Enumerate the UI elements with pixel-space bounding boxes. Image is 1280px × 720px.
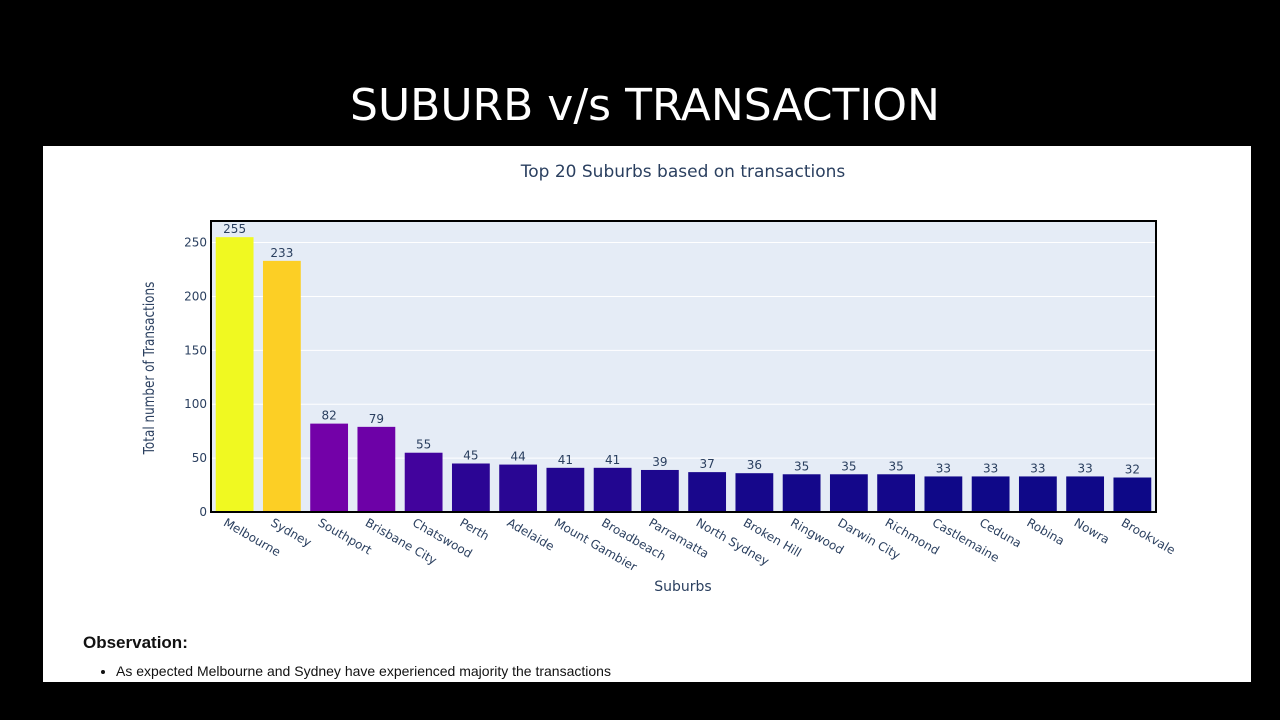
x-tick-label: Robina [1024,515,1067,548]
bar-value-label: 255 [223,222,246,236]
bar-value-label: 41 [558,453,573,467]
bar-value-label: 32 [1125,463,1140,477]
bar [782,474,821,512]
observation-item: As expected Melbourne and Sydney have ex… [116,662,611,680]
bar-value-label: 36 [747,458,762,472]
bar-value-label: 82 [321,409,336,423]
bar-value-label: 33 [1077,461,1092,475]
bar-value-label: 35 [888,459,903,473]
bar-value-label: 79 [369,412,384,426]
bar [1066,476,1105,512]
y-tick-label: 200 [184,289,207,303]
y-tick-label: 150 [184,343,207,357]
x-tick-label: Perth [457,515,491,543]
y-tick-label: 250 [184,236,207,250]
bar-value-label: 44 [510,450,525,464]
bar [829,474,868,512]
bar [451,463,490,512]
observation-list: As expected Melbourne and Sydney have ex… [83,662,611,680]
bar [735,473,774,512]
bars [215,237,1152,512]
bar [877,474,916,512]
chart-title: Top 20 Suburbs based on transactions [520,162,846,182]
bar-value-label: 33 [936,461,951,475]
bar [262,260,301,512]
bar [924,476,963,512]
bar-value-label: 33 [1030,461,1045,475]
plot-area [211,221,1156,512]
chart-panel: Top 20 Suburbs based on transactions 255… [43,146,1251,682]
bar [1018,476,1057,512]
bar [688,472,727,512]
x-axis-title: Suburbs [654,579,711,595]
bar-value-label: 35 [794,459,809,473]
bar-value-label: 37 [699,457,714,471]
bar-value-label: 41 [605,453,620,467]
bar [971,476,1010,512]
y-tick-label: 50 [192,451,207,465]
bar-chart: Top 20 Suburbs based on transactions 255… [141,162,1178,595]
y-tick-labels: 0 50 100 150 200 250 [184,236,207,519]
bar [310,423,349,512]
x-tick-label: Brookvale [1119,515,1178,557]
y-tick-label: 0 [199,505,207,519]
x-tick-label: Adelaide [505,515,557,553]
bar-value-label: 55 [416,438,431,452]
bar-value-label: 45 [463,449,478,463]
bar-value-label: 33 [983,461,998,475]
bar [1113,477,1152,512]
plot-frame [210,220,1157,513]
bar-value-label: 233 [270,246,293,260]
y-tick-label: 100 [184,397,207,411]
bar [215,237,254,512]
bar [357,426,396,512]
bar-value-labels: 255 233 82 79 55 45 44 41 41 39 37 36 35 35 35 33 33 33 33… [223,222,1140,476]
bar [593,467,632,512]
x-tick-label: Nowra [1072,515,1112,546]
bar-value-label: 35 [841,459,856,473]
bar-value-label: 39 [652,455,667,469]
bar [640,469,679,512]
bar [404,452,443,512]
slide-title: SUBURB v/s TRANSACTION [350,80,940,131]
bar [546,467,585,512]
bar [499,464,538,512]
observation-heading: Observation: [83,633,188,652]
gridlines [211,242,1156,459]
x-tick-label: Mount Gambier [552,515,640,574]
y-axis-title: Total number of Transactions [141,282,159,456]
